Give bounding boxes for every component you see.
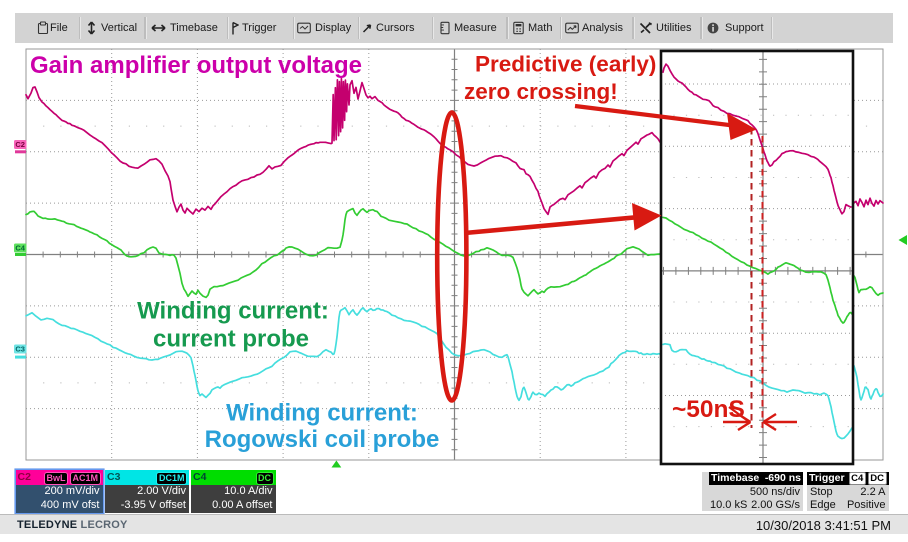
svg-text:Winding current:: Winding current:	[226, 400, 418, 427]
svg-text:Winding current:: Winding current:	[137, 298, 329, 325]
svg-text:~50nS: ~50nS	[672, 396, 745, 423]
svg-text:C4: C4	[15, 244, 25, 253]
svg-text:current probe: current probe	[153, 326, 309, 353]
svg-text:C2: C2	[15, 140, 25, 149]
svg-text:C3: C3	[15, 345, 25, 354]
svg-text:Predictive (early): Predictive (early)	[475, 52, 656, 77]
svg-text:Gain amplifier output voltage: Gain amplifier output voltage	[30, 52, 362, 79]
svg-text:zero crossing!: zero crossing!	[464, 79, 618, 104]
svg-text:Rogowski coil probe: Rogowski coil probe	[205, 426, 440, 453]
